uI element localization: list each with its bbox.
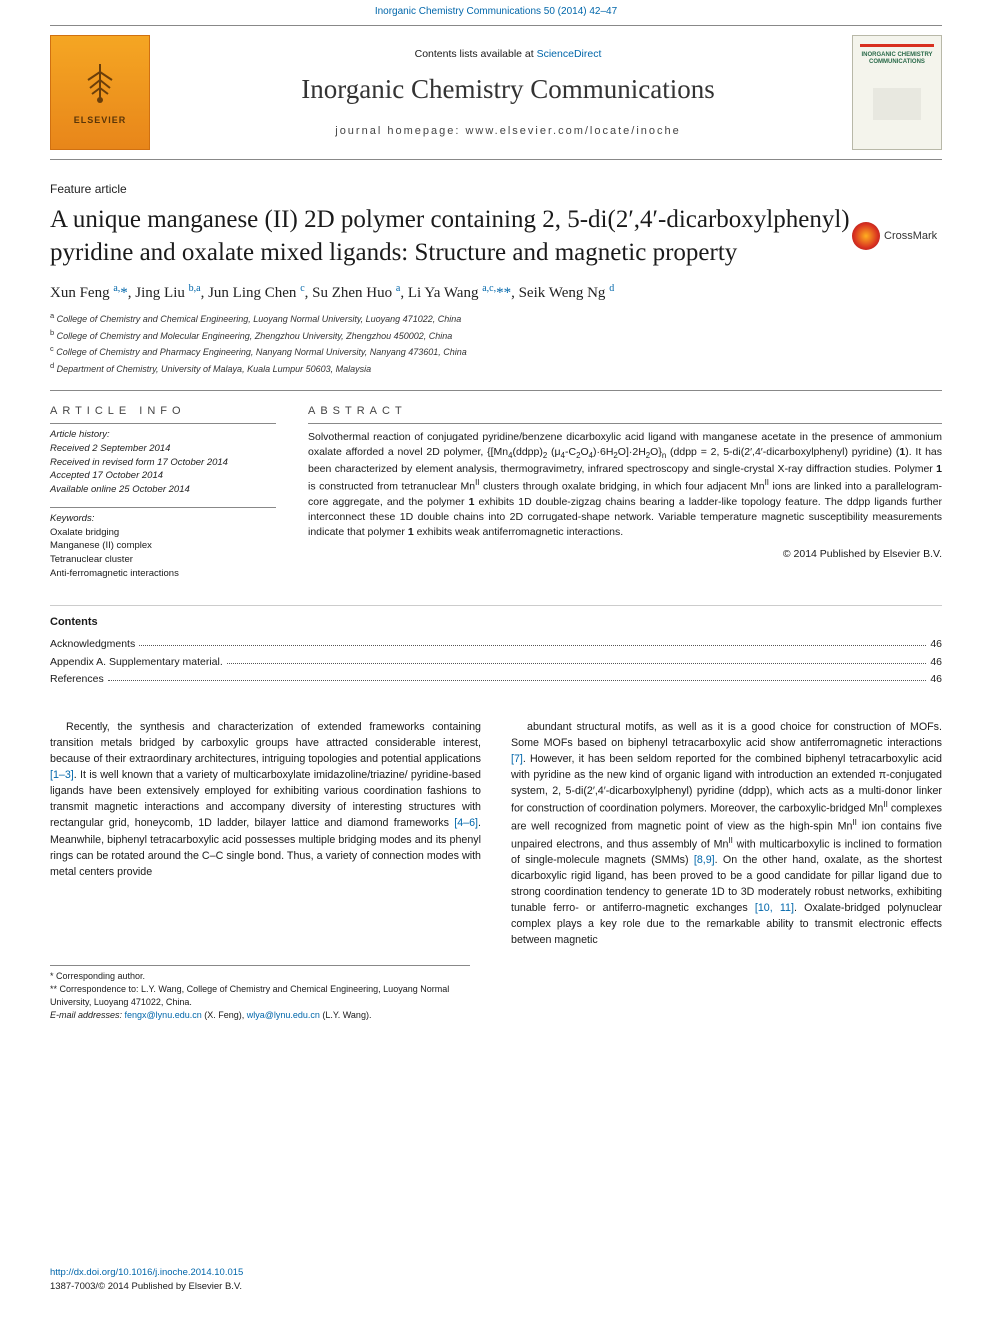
article-type: Feature article — [50, 182, 942, 196]
contents-row[interactable]: Acknowledgments 46 — [50, 636, 942, 654]
affiliation-line: d Department of Chemistry, University of… — [50, 360, 942, 377]
affiliations: a College of Chemistry and Chemical Engi… — [50, 310, 942, 376]
history-line: Accepted 17 October 2014 — [50, 469, 276, 483]
contents-page-number: 46 — [930, 671, 942, 689]
email-who-1: (X. Feng), — [202, 1010, 247, 1020]
history-line: Received 2 September 2014 — [50, 442, 276, 456]
email-link-1[interactable]: fengx@lynu.edu.cn — [125, 1010, 202, 1020]
abstract-copyright: © 2014 Published by Elsevier B.V. — [308, 548, 942, 560]
history-line: Available online 25 October 2014 — [50, 483, 276, 497]
crossmark-icon — [852, 222, 880, 250]
body-columns: Recently, the synthesis and characteriza… — [50, 719, 942, 948]
crossmark-label: CrossMark — [884, 230, 937, 242]
abstract-text: Solvothermal reaction of conjugated pyri… — [308, 423, 942, 540]
abstract-column: ABSTRACT Solvothermal reaction of conjug… — [308, 405, 942, 581]
journal-title: Inorganic Chemistry Communications — [301, 74, 714, 105]
history-label: Article history: — [50, 428, 276, 442]
running-head-citation: Inorganic Chemistry Communications 50 (2… — [0, 0, 992, 21]
contents-list: Acknowledgments46Appendix A. Supplementa… — [50, 636, 942, 690]
cover-stripe — [860, 44, 934, 47]
affiliation-line: b College of Chemistry and Molecular Eng… — [50, 327, 942, 344]
contents-row[interactable]: References 46 — [50, 671, 942, 689]
contents-heading: Contents — [50, 616, 942, 628]
article-history: Article history: Received 2 September 20… — [50, 423, 276, 497]
history-line: Received in revised form 17 October 2014 — [50, 456, 276, 470]
journal-header: ELSEVIER Contents lists available at Sci… — [50, 25, 942, 160]
cover-image-placeholder — [873, 88, 921, 120]
authors-line: Xun Feng a,*, Jing Liu b,a, Jun Ling Che… — [50, 283, 942, 302]
footnote-corresponding-1: * Corresponding author. — [50, 970, 470, 983]
abstract-heading: ABSTRACT — [308, 405, 942, 417]
keyword-item: Tetranuclear cluster — [50, 553, 276, 567]
header-center: Contents lists available at ScienceDirec… — [164, 48, 852, 137]
crossmark-badge[interactable]: CrossMark — [852, 222, 942, 250]
contents-section: Contents Acknowledgments46Appendix A. Su… — [50, 605, 942, 690]
contents-label: Appendix A. Supplementary material. — [50, 654, 223, 672]
article-meta-row: ARTICLE INFO Article history: Received 2… — [50, 390, 942, 581]
footnotes: * Corresponding author. ** Correspondenc… — [50, 965, 470, 1022]
elsevier-logo: ELSEVIER — [50, 35, 150, 150]
email-link-2[interactable]: wlya@lynu.edu.cn — [247, 1010, 320, 1020]
journal-cover-thumbnail: INORGANIC CHEMISTRY COMMUNICATIONS — [852, 35, 942, 150]
issn-copyright: 1387-7003/© 2014 Published by Elsevier B… — [50, 1281, 242, 1292]
keyword-item: Manganese (II) complex — [50, 539, 276, 553]
contents-label: Acknowledgments — [50, 636, 135, 654]
contents-row[interactable]: Appendix A. Supplementary material. 46 — [50, 654, 942, 672]
elsevier-tree-icon — [78, 60, 122, 111]
contents-leader-dots — [139, 636, 926, 646]
keywords-label: Keywords: — [50, 512, 276, 526]
contents-leader-dots — [227, 654, 927, 664]
article-info-column: ARTICLE INFO Article history: Received 2… — [50, 405, 276, 581]
keyword-item: Oxalate bridging — [50, 526, 276, 540]
footnote-emails: E-mail addresses: fengx@lynu.edu.cn (X. … — [50, 1009, 470, 1022]
keywords-block: Keywords: Oxalate bridgingManganese (II)… — [50, 507, 276, 581]
contents-page-number: 46 — [930, 636, 942, 654]
email-who-2: (L.Y. Wang). — [320, 1010, 372, 1020]
article-info-heading: ARTICLE INFO — [50, 405, 276, 417]
footnote-corresponding-2: ** Correspondence to: L.Y. Wang, College… — [50, 983, 470, 1009]
contents-lists-prefix: Contents lists available at — [415, 48, 537, 60]
affiliation-line: a College of Chemistry and Chemical Engi… — [50, 310, 942, 327]
body-column-right: abundant structural motifs, as well as i… — [511, 719, 942, 948]
contents-label: References — [50, 671, 104, 689]
article-title: A unique manganese (II) 2D polymer conta… — [50, 204, 852, 269]
contents-leader-dots — [108, 671, 927, 681]
body-column-left: Recently, the synthesis and characteriza… — [50, 719, 481, 948]
affiliation-line: c College of Chemistry and Pharmacy Engi… — [50, 343, 942, 360]
homepage-prefix: journal homepage: — [335, 125, 465, 137]
keyword-item: Anti-ferromagnetic interactions — [50, 567, 276, 581]
sciencedirect-link[interactable]: ScienceDirect — [537, 48, 602, 60]
elsevier-label: ELSEVIER — [74, 115, 127, 125]
contents-page-number: 46 — [930, 654, 942, 672]
doi-link[interactable]: http://dx.doi.org/10.1016/j.inoche.2014.… — [50, 1267, 243, 1278]
homepage-url[interactable]: www.elsevier.com/locate/inoche — [465, 125, 680, 137]
email-prefix: E-mail addresses: — [50, 1010, 125, 1020]
journal-homepage: journal homepage: www.elsevier.com/locat… — [335, 125, 680, 137]
page-footer: http://dx.doi.org/10.1016/j.inoche.2014.… — [50, 1266, 243, 1293]
contents-lists-line: Contents lists available at ScienceDirec… — [415, 48, 602, 60]
cover-title: INORGANIC CHEMISTRY COMMUNICATIONS — [853, 52, 941, 66]
